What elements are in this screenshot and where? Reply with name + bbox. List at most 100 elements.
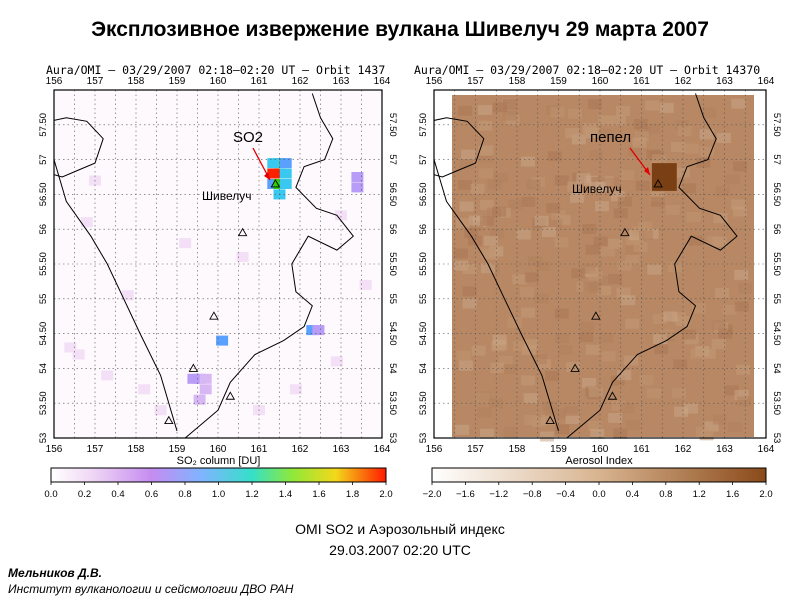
aerosol-pixel [585, 344, 600, 355]
aerosol-pixel [650, 196, 665, 207]
aerosol-pixel [455, 424, 470, 435]
aerosol-pixel [715, 186, 730, 197]
so2-pixel [279, 168, 292, 179]
aerosol-pixel [479, 168, 494, 179]
aerosol-pixel [479, 200, 494, 210]
aerosol-pixel [468, 215, 483, 226]
aerosol-pixel [621, 295, 636, 306]
y-tick-label: 54.50 [38, 322, 49, 346]
aerosol-pixel [676, 167, 690, 178]
x-tick-label: 157 [87, 444, 104, 455]
so2-pixel [187, 373, 200, 384]
aerosol-pixel [625, 245, 639, 256]
volcano-marker [620, 227, 630, 237]
aerosol-pixel [458, 105, 473, 116]
aerosol-pixel [611, 400, 626, 411]
y-tick-label: 53 [38, 433, 49, 444]
aerosol-pixel [524, 339, 539, 350]
aerosol-pixel [654, 344, 669, 355]
aerosol-pixel [540, 431, 554, 442]
volcano-marker [164, 415, 174, 425]
so2-pixel [121, 290, 134, 301]
so2-pixel [273, 179, 286, 189]
aerosol-pixel [588, 270, 603, 281]
so2-pixel [351, 172, 364, 182]
aerosol-pixel [653, 334, 667, 345]
y-tick-label-right: 57.50 [771, 113, 782, 137]
aerosol-pixel [481, 263, 495, 274]
coastline [54, 157, 178, 432]
aerosol-pixel [582, 126, 597, 137]
x-tick-label-top: 164 [758, 76, 775, 87]
colorbar-tick-label: 1.2 [245, 489, 258, 500]
aerosol-pixel [734, 301, 749, 312]
y-tick-label: 55 [418, 294, 429, 305]
right-panel: Aura/OMI – 03/29/2007 02:18–02:20 UT – O… [414, 63, 782, 500]
aerosol-pixel [646, 388, 661, 399]
x-tick-label: 163 [716, 444, 733, 455]
x-tick-label: 164 [374, 444, 391, 455]
x-tick-label: 158 [509, 444, 526, 455]
author: Мельников Д.В. [8, 566, 102, 580]
aerosol-pixel [480, 215, 495, 226]
caption-line2: 29.03.2007 02:20 UTC [329, 542, 471, 558]
y-tick-label: 56.50 [38, 183, 49, 207]
aerosol-pixel [647, 264, 662, 275]
aerosol-pixel [503, 427, 518, 438]
colorbar-tick-label: 1.8 [346, 489, 359, 500]
aerosol-pixel [582, 224, 597, 234]
aerosol-pixel [672, 388, 686, 399]
y-tick-label: 57 [418, 154, 429, 165]
colorbar-tick-label: 0.0 [592, 489, 605, 500]
aerosol-pixel [459, 159, 474, 169]
aerosol-pixel [682, 183, 697, 194]
aerosol-pixel [651, 154, 666, 165]
aerosol-pixel [639, 375, 654, 386]
aerosol-pixel [464, 227, 479, 238]
aerosol-pixel [731, 98, 746, 109]
aerosol-pixel [535, 261, 550, 272]
aerosol-pixel [457, 179, 472, 190]
x-tick-label: 161 [251, 444, 268, 455]
aerosol-pixel [503, 110, 518, 121]
colorbar-label: SO₂ column [DU] [177, 455, 261, 467]
aerosol-pixel [532, 354, 547, 365]
x-tick-label: 156 [426, 444, 443, 455]
aerosol-pixel [489, 398, 504, 409]
aerosol-pixel [550, 107, 565, 118]
aerosol-pixel [490, 362, 505, 373]
aerosol-pixel [601, 351, 616, 362]
aerosol-pixel [700, 146, 715, 157]
y-tick-label-right: 53 [771, 433, 782, 444]
x-tick-label: 163 [333, 444, 350, 455]
x-tick-label-top: 161 [633, 76, 650, 87]
x-tick-label: 164 [758, 444, 775, 455]
aerosol-pixel [599, 275, 613, 286]
aerosol-pixel [613, 428, 628, 439]
y-tick-label-right: 57 [387, 154, 398, 165]
volcano-marker [653, 179, 663, 188]
x-tick-label-top: 163 [716, 76, 733, 87]
aerosol-pixel [625, 420, 640, 431]
aerosol-pixel [567, 108, 582, 119]
aerosol-pixel [690, 348, 705, 359]
volcano-marker [270, 179, 281, 188]
aerosol-pixel [684, 143, 699, 154]
aerosol-pixel [696, 426, 710, 437]
aerosol-pixel [639, 230, 653, 241]
so2-pixel [80, 217, 93, 228]
left-colorbar [50, 467, 387, 483]
x-tick-label: 159 [169, 444, 186, 455]
y-tick-label-right: 54 [771, 363, 782, 374]
aerosol-pixel [597, 285, 612, 296]
aerosol-pixel [493, 172, 508, 183]
aerosol-pixel [645, 100, 660, 111]
aerosol-pixel [492, 334, 507, 345]
x-tick-label-top: 163 [333, 76, 350, 87]
y-tick-label-right: 54 [387, 363, 398, 374]
aerosol-pixel [566, 362, 580, 373]
volcano-marker [545, 415, 555, 425]
x-tick-label: 160 [210, 444, 227, 455]
aerosol-pixel [589, 150, 604, 161]
aerosol-pixel [652, 314, 667, 325]
